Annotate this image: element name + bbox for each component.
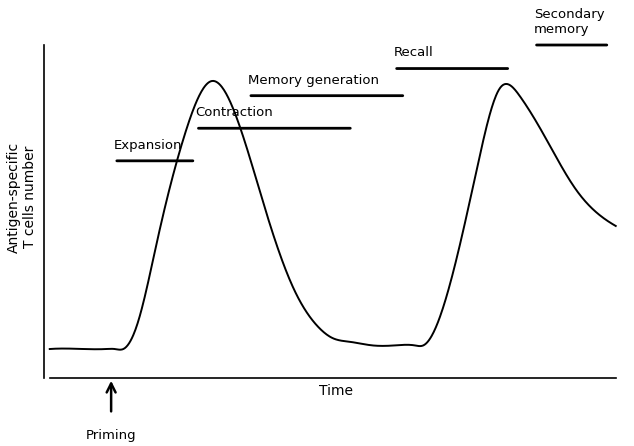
Text: Priming: Priming: [86, 429, 136, 442]
Text: Recall: Recall: [394, 46, 434, 59]
X-axis label: Time: Time: [318, 384, 353, 397]
Text: Secondary
memory: Secondary memory: [534, 8, 604, 36]
Text: Contraction: Contraction: [196, 106, 273, 119]
Y-axis label: Antigen-specific
T cells number: Antigen-specific T cells number: [7, 141, 37, 252]
Text: Memory generation: Memory generation: [248, 74, 379, 87]
Text: Expansion: Expansion: [114, 139, 183, 152]
